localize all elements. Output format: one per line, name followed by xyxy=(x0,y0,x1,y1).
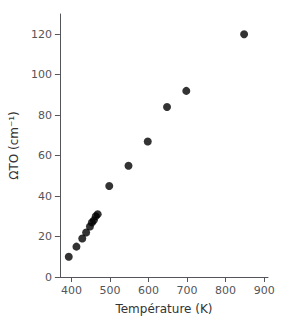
svg-text:400: 400 xyxy=(61,284,82,297)
svg-text:60: 60 xyxy=(38,149,52,162)
svg-text:Température (K): Température (K) xyxy=(114,302,212,316)
svg-text:800: 800 xyxy=(215,284,236,297)
svg-text:20: 20 xyxy=(38,230,52,243)
svg-text:100: 100 xyxy=(31,68,52,81)
svg-text:80: 80 xyxy=(38,109,52,122)
svg-text:ΩTO (cm⁻¹): ΩTO (cm⁻¹) xyxy=(7,111,21,180)
svg-text:40: 40 xyxy=(38,190,52,203)
svg-text:120: 120 xyxy=(31,28,52,41)
svg-text:900: 900 xyxy=(254,284,275,297)
svg-text:0: 0 xyxy=(45,271,52,284)
svg-text:700: 700 xyxy=(177,284,198,297)
svg-text:600: 600 xyxy=(138,284,159,297)
svg-text:500: 500 xyxy=(99,284,120,297)
